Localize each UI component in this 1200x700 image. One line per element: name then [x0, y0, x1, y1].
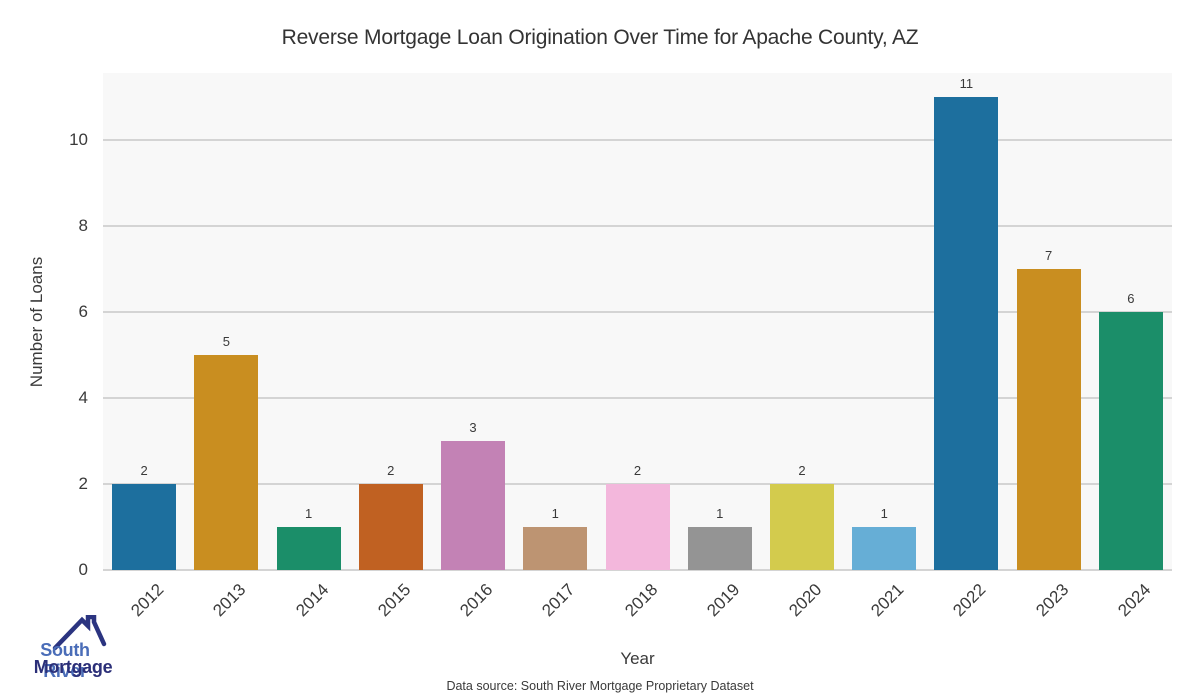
logo-line2: Mortgage [33, 657, 113, 677]
bar-2016 [441, 440, 506, 570]
logo-line1: South River [40, 640, 90, 681]
gridline-y-0 [103, 569, 1172, 571]
y-tick-label-6: 6 [78, 301, 88, 321]
bar-value-label-2020: 2 [798, 462, 806, 478]
chart-title: Reverse Mortgage Loan Origination Over T… [281, 26, 919, 49]
bar-value-label-2018: 2 [633, 462, 642, 478]
bar-2018 [605, 483, 670, 570]
bar-value-label-2015: 2 [387, 462, 395, 478]
bar-2022 [934, 96, 999, 570]
plot-area: 2 5 1 2 3 1 2 1 2 1 11 7 6 [103, 73, 1172, 571]
bar-value-label-2023: 7 [1045, 247, 1053, 263]
bar-value-label-2014: 1 [304, 505, 313, 521]
bar-value-label-2016: 3 [469, 419, 477, 435]
bar-2019 [687, 526, 752, 570]
bar-2023 [1016, 268, 1081, 570]
y-axis-label: Number of Loans [27, 256, 46, 388]
roof-icon [52, 615, 107, 651]
y-tick-label-10: 10 [69, 129, 88, 149]
bar-value-label-2012: 2 [140, 462, 148, 478]
bar-value-label-2017: 1 [551, 505, 559, 521]
gridline-y-10 [103, 138, 1172, 141]
south-river-mortgage-logo: South River Mortgage [18, 612, 138, 692]
bar-2020 [769, 483, 834, 570]
y-tick-label-4: 4 [78, 387, 88, 407]
bar-2021 [852, 526, 917, 570]
bar-2014 [276, 526, 341, 570]
bar-value-label-2019: 1 [716, 505, 724, 521]
bar-2012 [112, 483, 177, 570]
gridline-y-4 [103, 396, 1172, 399]
y-tick-label-8: 8 [78, 215, 88, 235]
source-note: Data source: South River Mortgage Propri… [446, 679, 754, 693]
bar-2024 [1098, 311, 1163, 570]
gridline-y-6 [103, 310, 1172, 313]
y-tick-label-2: 2 [78, 473, 88, 493]
bar-value-label-2013: 5 [222, 333, 230, 349]
bar-2015 [358, 483, 423, 570]
bar-value-label-2021: 1 [880, 505, 888, 521]
y-tick-label-0: 0 [78, 560, 88, 579]
bar-value-label-2024: 6 [1127, 290, 1135, 306]
gridline-y-8 [103, 224, 1172, 227]
bar-2017 [523, 526, 588, 570]
bar-value-label-2022: 11 [959, 75, 974, 91]
bar-2013 [194, 354, 259, 570]
x-axis-label: Year [620, 649, 655, 668]
